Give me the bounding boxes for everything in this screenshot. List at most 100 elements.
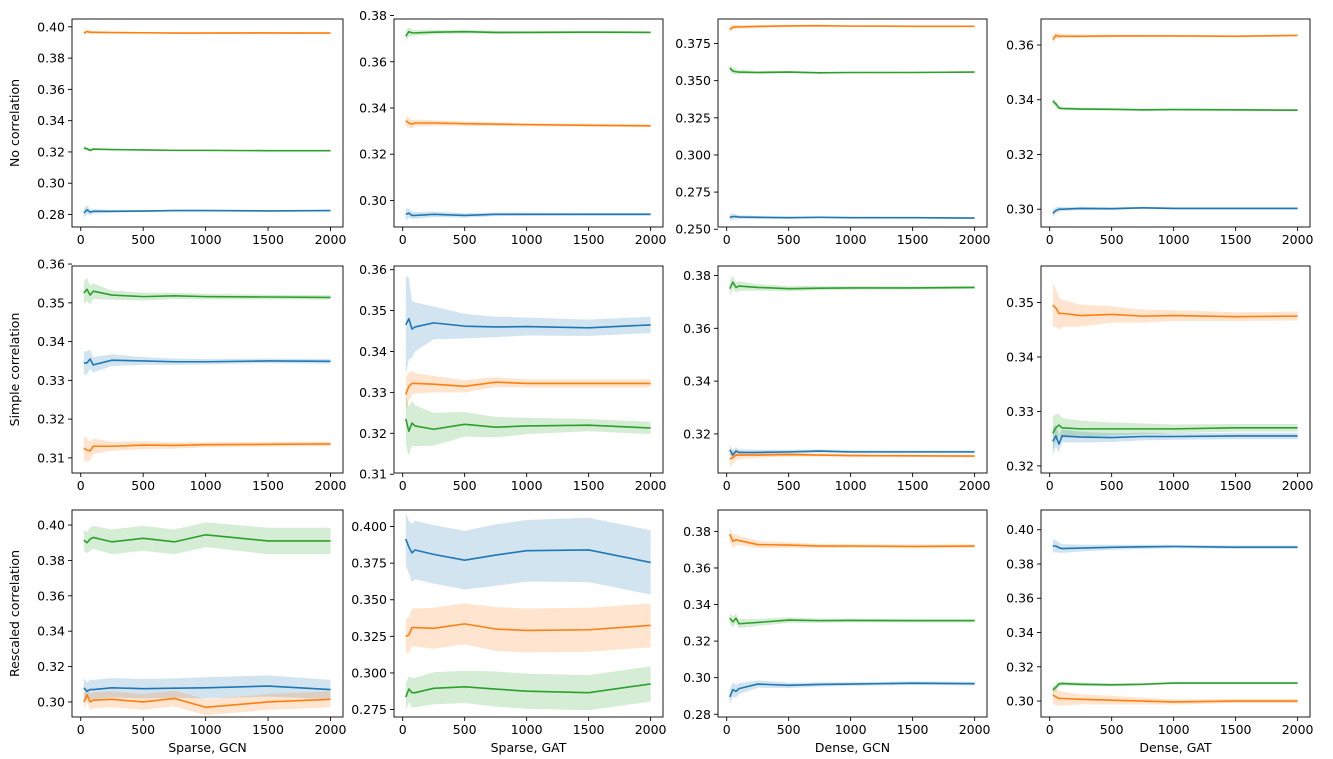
axes-frame (717, 18, 988, 228)
y-tick-label: 0.28 (37, 207, 65, 222)
series-line-green (405, 30, 651, 37)
series-line-orange (405, 120, 651, 127)
y-tick-label: 0.32 (359, 426, 387, 441)
x-tick-label: 1000 (1158, 232, 1190, 247)
y-tick-label: 0.36 (37, 257, 65, 272)
series-line-green (729, 67, 975, 74)
y-tick-label: 0.32 (1006, 458, 1034, 473)
y-tick-label: 0.33 (1006, 404, 1034, 419)
x-tick-label: 500 (777, 232, 801, 247)
plot-area (1052, 32, 1298, 218)
series-line-green (1052, 100, 1298, 111)
x-tick-label: 0 (1046, 478, 1054, 493)
series-line-green (1052, 424, 1298, 434)
y-tick-label: 0.350 (351, 592, 387, 607)
subplot-r2-c2: 0 500 1000 1500 2000 0.28 0.30 0.32 0.34 0.36 0.38 (683, 509, 991, 737)
x-tick-label: 1500 (1220, 722, 1252, 737)
x-tick-label: 2000 (315, 722, 347, 737)
y-tick-label: 0.36 (359, 54, 387, 69)
x-tick-label: 0 (399, 232, 407, 247)
x-tick-label: 500 (453, 722, 477, 737)
series-line-orange (405, 623, 651, 638)
band-orange (1052, 283, 1298, 330)
x-tick-label: 1500 (1220, 478, 1252, 493)
y-tick-label: 0.36 (683, 560, 711, 575)
series-line-green (405, 418, 651, 433)
series-line-blue (729, 682, 975, 698)
x-tick-label: 500 (1100, 478, 1124, 493)
y-tick-label: 0.38 (37, 51, 65, 66)
y-tick-label: 0.32 (37, 659, 65, 674)
series-line-green (83, 147, 331, 152)
plot-area (729, 24, 975, 222)
x-tick-label: 1000 (190, 722, 222, 737)
x-tick-label: 1000 (835, 232, 867, 247)
y-tick-label: 0.32 (1006, 147, 1034, 162)
subplot-r1-c1: 0 500 1000 1500 2000 0.31 0.32 0.33 0.34 0.35 0.36 (359, 262, 666, 493)
x-tick-label: 1000 (1158, 478, 1190, 493)
series-line-green (83, 533, 331, 544)
y-tick-label: 0.34 (683, 374, 711, 389)
y-tick-label: 0.35 (359, 303, 387, 318)
band-orange (1052, 32, 1298, 44)
x-tick-label: 0 (77, 232, 85, 247)
series-line-blue (83, 685, 331, 693)
column-label: Sparse, GCN (168, 740, 247, 755)
y-tick-label: 0.275 (351, 702, 387, 717)
y-tick-label: 0.32 (683, 634, 711, 649)
x-tick-label: 2000 (635, 232, 667, 247)
column-label: Dense, GAT (1139, 740, 1212, 755)
band-orange (405, 603, 651, 654)
x-tick-label: 1000 (190, 478, 222, 493)
band-orange (1052, 686, 1298, 707)
band-orange (729, 526, 975, 549)
y-tick-label: 0.38 (1006, 556, 1034, 571)
y-tick-label: 0.36 (1006, 591, 1034, 606)
y-tick-label: 0.38 (683, 524, 711, 539)
y-tick-label: 0.38 (359, 8, 387, 23)
axes-frame (717, 265, 988, 474)
y-tick-label: 0.38 (37, 553, 65, 568)
plot-area (729, 275, 975, 467)
x-tick-label: 500 (777, 722, 801, 737)
band-green (729, 275, 975, 297)
series-line-blue (405, 212, 651, 217)
y-tick-label: 0.31 (359, 467, 387, 482)
y-tick-label: 0.250 (675, 222, 711, 237)
row-label: Rescaled correlation (7, 550, 22, 677)
y-tick-label: 0.28 (683, 707, 711, 722)
series-line-orange (729, 533, 975, 548)
x-tick-label: 2000 (959, 478, 991, 493)
x-tick-label: 1500 (1220, 232, 1252, 247)
x-tick-label: 500 (1100, 722, 1124, 737)
y-tick-label: 0.34 (37, 113, 65, 128)
y-tick-label: 0.34 (359, 344, 387, 359)
x-tick-label: 0 (1046, 232, 1054, 247)
y-tick-label: 0.30 (1006, 694, 1034, 709)
x-tick-label: 1500 (573, 722, 605, 737)
y-tick-label: 0.34 (37, 334, 65, 349)
series-line-green (729, 281, 975, 290)
subplot-r0-c1: 0 500 1000 1500 2000 0.30 0.32 0.34 0.36 0.38 (359, 8, 666, 247)
x-tick-label: 500 (131, 232, 155, 247)
band-blue (405, 512, 651, 595)
series-line-orange (405, 381, 651, 395)
x-tick-label: 2000 (1282, 232, 1314, 247)
x-tick-label: 2000 (315, 232, 347, 247)
y-tick-label: 0.33 (359, 385, 387, 400)
y-tick-label: 0.40 (37, 518, 65, 533)
x-tick-label: 1000 (835, 722, 867, 737)
y-tick-label: 0.35 (37, 295, 65, 310)
subplot-r2-c3: 0 500 1000 1500 2000 0.30 0.32 0.34 0.36 0.38 0.40 (1006, 509, 1314, 737)
band-orange (405, 371, 651, 411)
x-tick-label: 0 (723, 722, 731, 737)
axes-frame (71, 509, 344, 718)
y-tick-label: 0.30 (37, 176, 65, 191)
x-tick-label: 1000 (511, 478, 543, 493)
x-tick-label: 2000 (1282, 478, 1314, 493)
band-orange (405, 114, 651, 129)
series-line-orange (1052, 304, 1298, 318)
axes-frame (1040, 509, 1311, 718)
y-tick-label: 0.36 (37, 82, 65, 97)
